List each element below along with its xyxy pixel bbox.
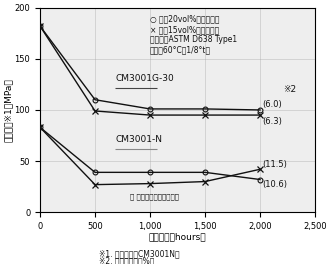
Y-axis label: 拉伸强度※1（MPa）: 拉伸强度※1（MPa） — [4, 78, 13, 142]
Text: CM3001-N: CM3001-N — [116, 135, 163, 144]
X-axis label: 浸渍时间（hours）: 浸渍时间（hours） — [149, 232, 206, 241]
Text: （ ）内的数据重量变化率: （ ）内的数据重量变化率 — [130, 193, 179, 200]
Text: 试验片：ASTM D638 Type1: 试验片：ASTM D638 Type1 — [150, 35, 237, 44]
Text: CM3001G-30: CM3001G-30 — [116, 74, 175, 83]
Text: 温度：60°C（1/8°t）: 温度：60°C（1/8°t） — [150, 45, 211, 54]
Text: × 混和15vol%甲醇的汽油: × 混和15vol%甲醇的汽油 — [150, 25, 219, 34]
Text: (11.5): (11.5) — [262, 160, 287, 169]
Text: (6.0): (6.0) — [262, 100, 282, 109]
Text: ※1. 降伏强度（CM3001N）: ※1. 降伏强度（CM3001N） — [99, 249, 180, 258]
Text: ○ 混和20vol%乙醇的汽油: ○ 混和20vol%乙醇的汽油 — [150, 15, 219, 24]
Text: (10.6): (10.6) — [262, 180, 287, 189]
Text: ※2. 重量变化率（%）: ※2. 重量变化率（%） — [99, 256, 155, 264]
Text: ※2: ※2 — [283, 85, 296, 94]
Text: (6.3): (6.3) — [262, 117, 282, 126]
